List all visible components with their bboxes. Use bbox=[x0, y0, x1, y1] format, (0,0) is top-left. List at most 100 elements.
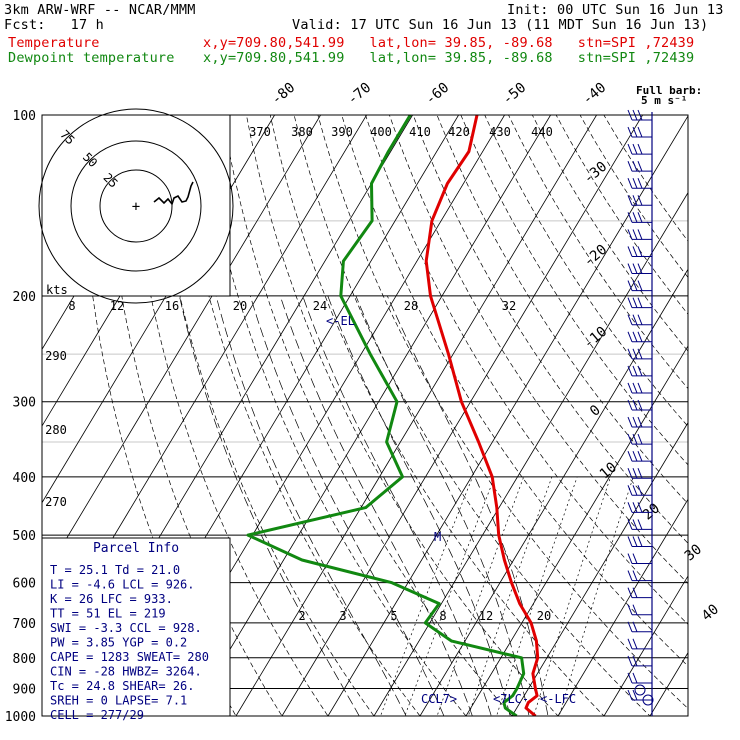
mixing-ratio-label: 2 bbox=[298, 609, 305, 623]
isotherm-line bbox=[511, 421, 688, 716]
dry-adiabat bbox=[222, 115, 513, 716]
mixing-ratio-line bbox=[404, 476, 495, 716]
isotherm-label: -30 bbox=[581, 159, 611, 188]
isotherm-label: 40 bbox=[699, 601, 722, 624]
parcel-info-row: Tc = 24.8 SHEAR= 26. bbox=[50, 679, 195, 693]
wind-barb bbox=[627, 280, 652, 292]
wind-barb bbox=[627, 263, 652, 275]
pressure-label: 400 bbox=[13, 471, 36, 486]
wind-barb bbox=[627, 399, 652, 411]
dewpoint-profile bbox=[246, 115, 526, 716]
wind-barb bbox=[627, 229, 652, 240]
wind-barb bbox=[627, 348, 652, 360]
theta-label: 410 bbox=[409, 125, 431, 139]
parcel-info-row: CAPE = 1283 SWEAT= 280 bbox=[50, 650, 209, 664]
isotherm-label: -60 bbox=[423, 80, 453, 109]
wind-barb bbox=[627, 160, 652, 172]
wind-barb bbox=[627, 382, 652, 394]
wind-barb bbox=[627, 485, 652, 496]
full-barb-legend: Full barb: bbox=[636, 84, 702, 97]
moist-adiabat bbox=[302, 295, 492, 716]
wind-barb bbox=[627, 450, 652, 462]
dry-adiabat bbox=[412, 115, 688, 544]
dry-adiabat bbox=[126, 115, 329, 716]
theta-label: 280 bbox=[45, 423, 67, 437]
hodograph-trace bbox=[153, 181, 194, 206]
isotherm-line bbox=[649, 651, 688, 716]
mixing-ratio-label: 24 bbox=[313, 299, 327, 313]
mixing-ratio-line bbox=[496, 476, 578, 716]
wind-barb bbox=[627, 672, 652, 684]
pressure-label: 600 bbox=[13, 577, 36, 592]
wind-barb bbox=[627, 331, 652, 343]
dry-adiabat bbox=[150, 115, 375, 716]
theta-label: 420 bbox=[448, 125, 470, 139]
isotherm-line bbox=[557, 498, 688, 716]
wind-barb bbox=[627, 655, 652, 667]
dry-adiabat bbox=[484, 115, 688, 427]
theta-label: 270 bbox=[45, 495, 67, 509]
hodograph-ring bbox=[70, 140, 202, 272]
isotherm-line bbox=[465, 345, 688, 716]
dry-adiabat bbox=[198, 115, 467, 716]
plot-border bbox=[41, 114, 689, 717]
hodo-marker-icon bbox=[634, 684, 646, 696]
full-barb-units: 5 m s⁻¹ bbox=[641, 94, 687, 107]
wind-barb bbox=[627, 297, 652, 309]
parcel-info-row: T = 25.1 Td = 21.0 bbox=[50, 563, 180, 577]
wind-barb-column bbox=[627, 109, 654, 716]
wind-barb bbox=[627, 195, 652, 206]
wind-barb bbox=[627, 416, 652, 428]
mixing-ratio-line bbox=[558, 476, 634, 716]
temperature-profile bbox=[424, 115, 540, 716]
isotherm-label: 30 bbox=[682, 541, 705, 564]
el-marker: <-EL bbox=[326, 314, 355, 328]
hodograph-origin-icon: + bbox=[132, 199, 140, 215]
model-title: 3km ARW-WRF -- NCAR/MMM bbox=[4, 2, 196, 18]
theta-label: 440 bbox=[531, 125, 553, 139]
wind-barb bbox=[627, 178, 652, 189]
mixing-ratio-line bbox=[380, 476, 473, 716]
mixing-ratio-label: 3 bbox=[339, 609, 346, 623]
theta-label: 430 bbox=[489, 125, 511, 139]
isotherm-label: -80 bbox=[269, 80, 299, 109]
pressure-label: 900 bbox=[13, 682, 36, 697]
dewpoint-legend: Dewpoint temperature bbox=[8, 50, 175, 66]
pressure-label: 100 bbox=[13, 109, 36, 124]
dewpoint-station-info: x,y=709.80,541.99 lat,lon= 39.85, -89.68… bbox=[203, 50, 695, 66]
isotherm-line bbox=[189, 115, 551, 716]
parcel-marker: M bbox=[434, 530, 441, 544]
isotherm-line bbox=[603, 575, 688, 716]
moist-adiabat bbox=[355, 295, 530, 716]
mixing-ratio-label: 12 bbox=[479, 609, 493, 623]
theta-label: 400 bbox=[370, 125, 392, 139]
parcel-info-row: CELL = 277/29 bbox=[50, 708, 144, 722]
isotherm-line bbox=[235, 115, 597, 716]
parcel-info-title: Parcel Info bbox=[93, 541, 179, 556]
mixing-ratio-label: 32 bbox=[502, 299, 516, 313]
isotherm-label: -40 bbox=[580, 80, 610, 109]
wind-barb bbox=[627, 689, 652, 701]
isotherm-label: 0 bbox=[587, 402, 604, 420]
wind-barb bbox=[627, 587, 652, 599]
isotherm-label: -10 bbox=[581, 324, 611, 353]
parcel-info-row: PW = 3.85 YGP = 0.2 bbox=[50, 636, 187, 650]
dry-adiabat bbox=[508, 115, 688, 390]
parcel-info-row: LI = -4.6 LCL = 926. bbox=[50, 578, 195, 592]
theta-label: 290 bbox=[45, 349, 67, 363]
parcel-info-row: SREH = 0 LAPSE= 7.1 bbox=[50, 694, 187, 708]
isotherm-line bbox=[373, 191, 688, 716]
dry-adiabat bbox=[246, 115, 559, 716]
parcel-info-frame bbox=[41, 537, 231, 717]
isotherm-line bbox=[327, 115, 688, 716]
hodograph-ring bbox=[38, 108, 234, 304]
mixing-ratio-label: 8 bbox=[439, 609, 446, 623]
forecast-hour: Fcst: 17 h bbox=[4, 17, 104, 33]
parcel-info-row: CIN = -28 HWBZ= 3264. bbox=[50, 665, 202, 679]
isotherm-line bbox=[281, 115, 643, 716]
wind-barb bbox=[627, 536, 652, 547]
wind-barb bbox=[627, 246, 652, 257]
moist-adiabat bbox=[386, 295, 549, 716]
parcel-info-box: Parcel Info T = 25.1 Td = 21.0LI = -4.6 L… bbox=[41, 537, 231, 722]
parcel-info-row: TT = 51 EL = 219 bbox=[50, 607, 166, 621]
